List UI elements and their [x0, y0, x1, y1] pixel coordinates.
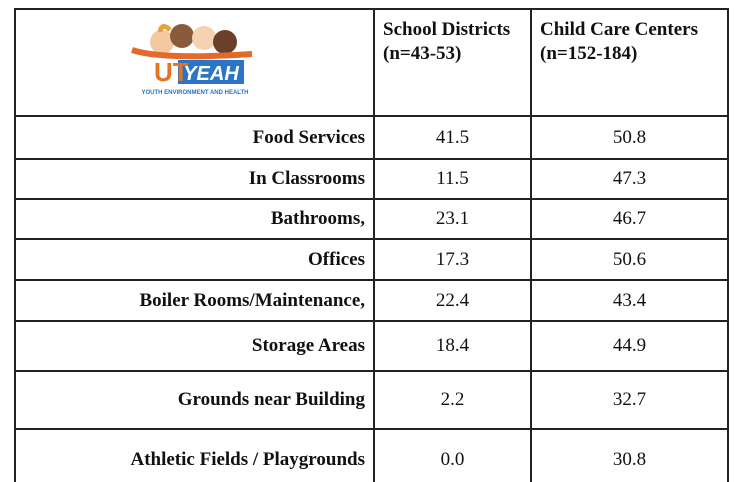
cell-value: 18.4	[374, 321, 531, 371]
data-table: UT YEAH YOUTH ENVIRONMENT AND HEALTH Sch…	[14, 8, 729, 482]
cell-value: 0.0	[374, 429, 531, 482]
cell-value: 22.4	[374, 280, 531, 321]
cell-value: 50.8	[531, 116, 728, 159]
cell-value: 17.3	[374, 239, 531, 280]
header-row: UT YEAH YOUTH ENVIRONMENT AND HEALTH Sch…	[15, 9, 728, 116]
row-label: Offices	[15, 239, 374, 280]
row-label: Bathrooms,	[15, 199, 374, 239]
column-header: School Districts (n=43-53)	[374, 9, 531, 116]
cell-value: 2.2	[374, 371, 531, 429]
cell-value: 30.8	[531, 429, 728, 482]
cell-value: 11.5	[374, 159, 531, 199]
cell-value: 43.4	[531, 280, 728, 321]
cell-value: 46.7	[531, 199, 728, 239]
row-label: In Classrooms	[15, 159, 374, 199]
row-label: Athletic Fields / Playgrounds	[15, 429, 374, 482]
row-label: Boiler Rooms/Maintenance,	[15, 280, 374, 321]
cell-value: 44.9	[531, 321, 728, 371]
cell-value: 41.5	[374, 116, 531, 159]
row-label: Food Services	[15, 116, 374, 159]
cell-value: 50.6	[531, 239, 728, 280]
page: UT YEAH YOUTH ENVIRONMENT AND HEALTH Sch…	[0, 0, 735, 482]
row-label: Storage Areas	[15, 321, 374, 371]
column-header: Child Care Centers (n=152-184)	[531, 9, 728, 116]
logo: UT YEAH YOUTH ENVIRONMENT AND HEALTH	[120, 20, 270, 100]
cell-value: 47.3	[531, 159, 728, 199]
logo-tagline: YOUTH ENVIRONMENT AND HEALTH	[141, 90, 248, 96]
logo-name: YEAH	[183, 63, 239, 85]
logo-cell: UT YEAH YOUTH ENVIRONMENT AND HEALTH	[15, 9, 374, 116]
cell-value: 32.7	[531, 371, 728, 429]
row-label: Grounds near Building	[15, 371, 374, 429]
cell-value: 23.1	[374, 199, 531, 239]
